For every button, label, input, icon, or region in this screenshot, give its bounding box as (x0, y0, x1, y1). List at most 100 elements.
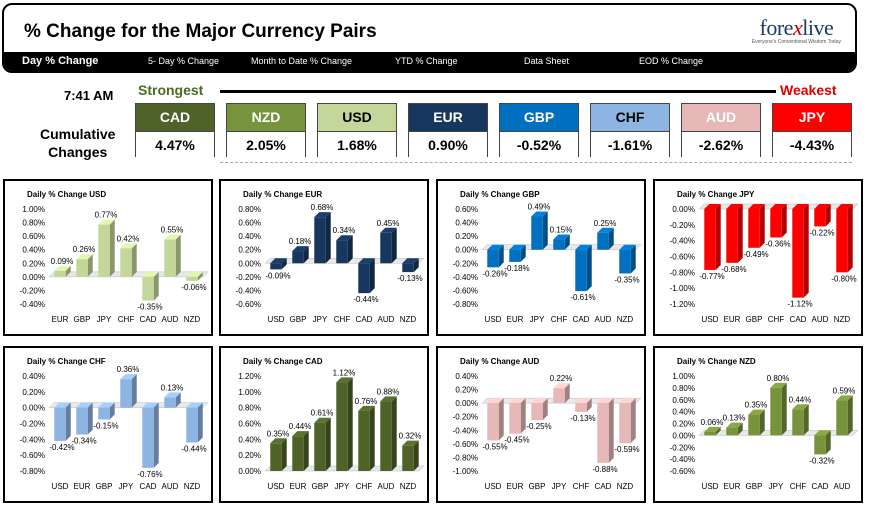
y-tick-label: 0.80% (22, 219, 45, 228)
data-label: -1.12% (787, 300, 812, 309)
bar-aud (380, 401, 392, 471)
bar-nzd (186, 407, 198, 443)
y-tick-label: 0.40% (22, 372, 45, 381)
y-tick-label: 0.20% (672, 420, 695, 429)
forexlive-logo[interactable]: forexlive Everyone's Conventional Wisdom… (752, 15, 841, 45)
bar-top (704, 426, 721, 432)
logo-wordmark: forexlive (759, 15, 834, 40)
data-label: 0.13% (161, 383, 184, 392)
bar-side (737, 204, 743, 263)
x-category-label: EUR (52, 315, 69, 324)
bar-top (726, 204, 743, 209)
bar-side (197, 402, 203, 443)
x-category-label: CAD (573, 315, 590, 324)
data-label: -0.13% (570, 414, 595, 423)
bar-side (520, 398, 526, 434)
data-label: 0.49% (528, 202, 551, 211)
y-tick-label: -0.20% (670, 443, 695, 452)
bar-top (380, 227, 397, 233)
y-tick-label: 0.20% (455, 386, 478, 395)
bar-top (792, 204, 809, 209)
bar-top (509, 398, 526, 404)
bar-top (597, 227, 614, 233)
data-label: 0.44% (289, 422, 312, 431)
x-category-label: JPY (530, 315, 545, 324)
tab-ytd-change[interactable]: YTD % Change (395, 56, 458, 66)
y-tick-label: 0.60% (22, 232, 45, 241)
chart-title: Daily % Change NZD (677, 357, 756, 366)
bar-side (825, 430, 831, 455)
bar-eur (509, 249, 521, 262)
chart-panel-aud: Daily % Change AUD 0.40% 0.20% 0.00% -0.20% -… (436, 346, 646, 503)
data-label: -0.44% (353, 295, 378, 304)
y-tick-label: 0.00% (238, 467, 261, 476)
bar-side (630, 244, 636, 274)
data-label: 0.26% (73, 245, 96, 254)
bar-top (380, 396, 397, 402)
tab-5-day-change[interactable]: 5- Day % Change (148, 56, 220, 66)
bar-top (142, 402, 159, 408)
y-tick-label: 0.40% (22, 246, 45, 255)
x-category-label: AUD (812, 315, 829, 324)
currency-box-aud: AUD -2.62% (681, 103, 761, 157)
currency-name: AUD (682, 104, 760, 131)
bar-side (586, 244, 592, 292)
data-label: -0.26% (482, 269, 507, 278)
x-category-label: NZD (400, 482, 417, 491)
bar-chart: 0.40% 0.20% 0.00% -0.20% -0.40% -0.60% -0.80% -… (20, 365, 209, 491)
tab-eod-change[interactable]: EOD % Change (639, 56, 704, 66)
bar-top (98, 402, 115, 408)
bar-side (87, 254, 93, 277)
x-category-label: USD (702, 315, 719, 324)
y-tick-label: -0.40% (453, 273, 478, 282)
bar-side (564, 383, 570, 404)
bar-top (619, 398, 636, 404)
data-label: 0.76% (355, 397, 378, 406)
bar-top (726, 422, 743, 428)
bar-gbp (531, 403, 543, 421)
bar-top (531, 398, 548, 404)
bar-top (770, 204, 787, 209)
currency-cumulative-value: -0.52% (500, 131, 578, 157)
bar-jpy (336, 382, 348, 471)
x-category-label: GBP (290, 315, 307, 324)
y-tick-label: 0.20% (22, 388, 45, 397)
weakest-label: Weakest (780, 82, 837, 98)
chart-title: Daily % Change CHF (27, 357, 106, 366)
y-tick-label: -0.60% (453, 286, 478, 295)
y-tick-label: -1.00% (453, 467, 478, 476)
bar-side (369, 405, 375, 471)
x-category-label: CHF (573, 482, 590, 491)
data-label: 0.80% (767, 374, 790, 383)
y-tick-label: 1.20% (238, 372, 261, 381)
currency-cumulative-value: -4.43% (773, 131, 851, 157)
bar-gbp (76, 259, 88, 277)
tab-month-to-date-change[interactable]: Month to Date % Change (251, 56, 353, 66)
bar-cad (575, 249, 587, 292)
bar-top (54, 265, 71, 271)
x-category-label: EUR (507, 482, 524, 491)
data-label: -0.35% (614, 275, 639, 284)
currency-cumulative-value: -2.62% (682, 131, 760, 157)
data-label: -0.88% (592, 465, 617, 474)
x-category-label: AUD (162, 315, 179, 324)
bar-side (586, 398, 592, 412)
y-tick-label: 0.00% (22, 273, 45, 282)
data-label: -0.76% (137, 470, 162, 479)
bar-top (748, 409, 765, 415)
bar-side (803, 204, 809, 298)
chart-panel-jpy: Daily % Change JPY 0.00% -0.20% -0.40% -0.60… (653, 179, 863, 336)
currency-name: NZD (227, 104, 305, 131)
page-title: % Change for the Major Currency Pairs (24, 21, 377, 42)
tab-day-change[interactable]: Day % Change (22, 55, 99, 67)
x-category-label: CAD (140, 315, 157, 324)
bar-eur (54, 270, 66, 277)
bar-usd (270, 263, 282, 270)
x-category-label: CHF (551, 315, 568, 324)
y-tick-label: 0.00% (455, 399, 478, 408)
bar-gbp (314, 422, 326, 471)
tab-data-sheet[interactable]: Data Sheet (524, 56, 570, 66)
chart-panel-cad: Daily % Change CAD 1.20% 1.00% 0.80% 0.60% 0.… (219, 346, 429, 503)
data-label: 0.35% (267, 429, 290, 438)
bar-top (575, 244, 592, 250)
